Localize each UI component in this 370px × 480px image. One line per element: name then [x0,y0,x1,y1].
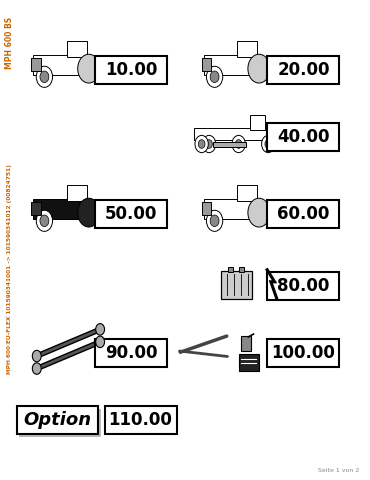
Circle shape [78,54,100,83]
Circle shape [40,71,49,83]
Circle shape [235,140,242,148]
Circle shape [78,198,100,227]
Text: MPH 600 BS: MPH 600 BS [6,17,14,69]
Circle shape [206,66,223,87]
Text: 20.00: 20.00 [277,60,330,79]
FancyBboxPatch shape [95,339,167,367]
Text: MPH 600 EU-FLEX 101590341001 -> 101590341012 (00824751): MPH 600 EU-FLEX 101590341001 -> 10159034… [7,164,13,374]
Circle shape [248,54,270,83]
FancyBboxPatch shape [99,203,105,222]
Text: 110.00: 110.00 [109,411,172,429]
FancyBboxPatch shape [267,272,340,300]
FancyBboxPatch shape [99,59,105,78]
Circle shape [96,336,105,348]
FancyBboxPatch shape [67,41,87,57]
Text: 10.00: 10.00 [105,60,158,79]
Text: 80.00: 80.00 [277,276,330,295]
FancyBboxPatch shape [213,142,246,147]
Circle shape [248,198,270,227]
Text: 40.00: 40.00 [277,128,330,146]
FancyBboxPatch shape [202,202,211,215]
Circle shape [40,215,49,227]
FancyBboxPatch shape [239,354,259,371]
FancyBboxPatch shape [31,202,41,215]
FancyBboxPatch shape [228,267,233,272]
Circle shape [195,135,208,153]
FancyBboxPatch shape [95,56,167,84]
FancyBboxPatch shape [237,41,257,57]
FancyBboxPatch shape [95,200,167,228]
FancyBboxPatch shape [33,55,83,75]
FancyBboxPatch shape [194,128,276,140]
Text: Option: Option [23,411,91,429]
Circle shape [206,210,223,231]
Text: 60.00: 60.00 [277,204,330,223]
Circle shape [32,363,41,374]
Text: 90.00: 90.00 [105,344,158,362]
FancyBboxPatch shape [267,56,340,84]
FancyBboxPatch shape [67,185,87,201]
Text: 50.00: 50.00 [105,204,158,223]
FancyBboxPatch shape [19,409,101,437]
Circle shape [202,135,216,153]
FancyBboxPatch shape [240,336,251,351]
FancyBboxPatch shape [17,406,98,434]
FancyBboxPatch shape [33,199,83,219]
FancyBboxPatch shape [267,123,340,151]
Circle shape [262,135,275,153]
Circle shape [206,140,212,148]
FancyBboxPatch shape [237,185,257,201]
Circle shape [198,140,205,148]
Circle shape [210,215,219,227]
FancyBboxPatch shape [204,199,253,219]
Text: 100.00: 100.00 [272,344,335,362]
Circle shape [36,210,53,231]
FancyBboxPatch shape [267,339,340,367]
FancyBboxPatch shape [269,203,276,222]
Text: Seite 1 von 2: Seite 1 von 2 [317,468,359,473]
FancyBboxPatch shape [204,55,253,75]
FancyBboxPatch shape [221,271,252,299]
FancyBboxPatch shape [239,267,244,272]
Circle shape [265,140,272,148]
Circle shape [210,71,219,83]
Circle shape [36,66,53,87]
FancyBboxPatch shape [104,406,177,434]
Circle shape [232,135,245,153]
FancyBboxPatch shape [202,58,211,71]
Circle shape [32,350,41,362]
Circle shape [96,324,105,335]
FancyBboxPatch shape [269,59,276,78]
FancyBboxPatch shape [267,200,340,228]
FancyBboxPatch shape [31,58,41,71]
FancyBboxPatch shape [250,115,265,130]
